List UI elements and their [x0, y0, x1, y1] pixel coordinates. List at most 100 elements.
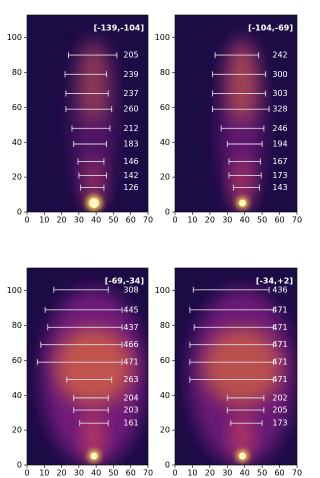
x-tick-label: 0 [172, 469, 177, 478]
x-tick-label: 50 [257, 216, 267, 225]
panel: 0 10 20 30 40 50 60 70 0 20 40 60 80 100 [-104,-69] 242… [155, 14, 302, 225]
width-label: 183 [123, 140, 138, 149]
y-tick-label: 100 [155, 33, 170, 42]
width-label: 203 [123, 406, 138, 415]
y-tick-label: 80 [160, 321, 170, 330]
width-bar [65, 106, 113, 113]
width-bar [44, 306, 123, 313]
width-bar [78, 172, 107, 179]
width-label: 328 [272, 105, 287, 114]
y-tick-label: 80 [12, 321, 22, 330]
width-bar [214, 52, 260, 59]
y-tick-label: 40 [12, 138, 22, 147]
x-tick-label: 20 [56, 216, 66, 225]
width-label: 471 [272, 305, 287, 314]
heatmap [27, 15, 148, 212]
x-tick-label: 70 [292, 216, 302, 225]
width-label: 237 [123, 89, 138, 98]
width-bar [212, 90, 267, 97]
width-bar [53, 286, 109, 293]
width-label: 471 [272, 340, 287, 349]
width-bar [220, 125, 265, 132]
x-tick-label: 50 [257, 469, 267, 478]
width-label: 143 [272, 183, 287, 192]
y-tick-label: 0 [165, 461, 170, 470]
width-label: 471 [272, 375, 287, 384]
width-label: 202 [272, 393, 287, 402]
width-label: 471 [272, 323, 287, 332]
y-tick-label: 100 [155, 286, 170, 295]
panel: 0 10 20 30 40 50 60 70 0 20 40 60 80 100 [-34,+2]436 47… [155, 267, 302, 478]
x-tick-label: 0 [24, 216, 29, 225]
y-tick-label: 60 [12, 356, 22, 365]
width-bar [73, 141, 107, 148]
plot-frame [26, 14, 149, 213]
width-bar [189, 376, 274, 383]
y-tick-label: 20 [160, 173, 170, 182]
heatmap [175, 268, 297, 465]
width-label: 205 [123, 51, 138, 60]
x-tick-label: 20 [56, 469, 66, 478]
x-tick-label: 30 [222, 469, 232, 478]
width-label: 308 [123, 285, 138, 294]
x-tick-label: 40 [240, 469, 250, 478]
x-tick-label: 60 [126, 216, 136, 225]
width-label: 142 [123, 171, 138, 180]
width-bar [189, 306, 274, 313]
panel: 0 10 20 30 40 50 60 70 0 20 40 60 80 100 [-139,-104] 20… [7, 14, 153, 225]
x-tick-label: 10 [39, 216, 49, 225]
width-bar [40, 341, 123, 348]
y-tick-label: 0 [17, 461, 22, 470]
x-tick-label: 10 [187, 469, 197, 478]
width-bar [71, 125, 111, 132]
width-bar [228, 172, 262, 179]
x-tick-label: 10 [187, 216, 197, 225]
width-label: 242 [272, 51, 287, 60]
width-label: 205 [272, 406, 287, 415]
y-tick-label: 60 [160, 103, 170, 112]
panel-title: [-104,-69] [248, 24, 293, 33]
heatmap [27, 268, 148, 465]
width-bar [192, 286, 270, 293]
width-bar [73, 394, 109, 401]
y-tick-label: 80 [160, 68, 170, 77]
width-label: 126 [123, 183, 138, 192]
width-bar [193, 324, 274, 331]
y-tick-label: 60 [12, 103, 22, 112]
width-bar [80, 184, 105, 191]
x-tick-label: 20 [205, 216, 215, 225]
x-tick-label: 40 [91, 469, 101, 478]
width-label: 167 [272, 157, 287, 166]
x-tick-label: 0 [172, 216, 177, 225]
x-tick-label: 30 [74, 216, 84, 225]
width-bar [189, 359, 274, 366]
width-bar [64, 71, 107, 78]
width-label: 239 [123, 70, 138, 79]
width-bar [212, 106, 270, 113]
plot-frame [174, 267, 298, 466]
width-label: 173 [272, 419, 287, 428]
x-tick-label: 70 [143, 216, 153, 225]
x-tick-label: 40 [240, 216, 250, 225]
width-label: 263 [123, 375, 138, 384]
width-bar [65, 90, 109, 97]
width-bar [47, 324, 123, 331]
width-bar [226, 407, 265, 414]
y-tick-label: 40 [160, 391, 170, 400]
y-tick-label: 0 [17, 208, 22, 217]
y-tick-label: 60 [160, 356, 170, 365]
x-tick-label: 10 [39, 469, 49, 478]
x-tick-label: 40 [91, 216, 101, 225]
width-label: 436 [272, 285, 287, 294]
panel-title: [-69,-34] [105, 277, 144, 286]
x-tick-label: 60 [274, 469, 284, 478]
width-bar [36, 359, 123, 366]
panel: 0 10 20 30 40 50 60 70 0 20 40 60 80 100 [-69,-34]308 4… [7, 267, 153, 478]
width-label: 194 [272, 140, 287, 149]
width-bar [230, 420, 263, 427]
width-bar [77, 158, 105, 165]
width-bar [66, 376, 113, 383]
width-bar [226, 394, 265, 401]
width-label: 146 [123, 157, 138, 166]
width-label: 466 [123, 340, 138, 349]
